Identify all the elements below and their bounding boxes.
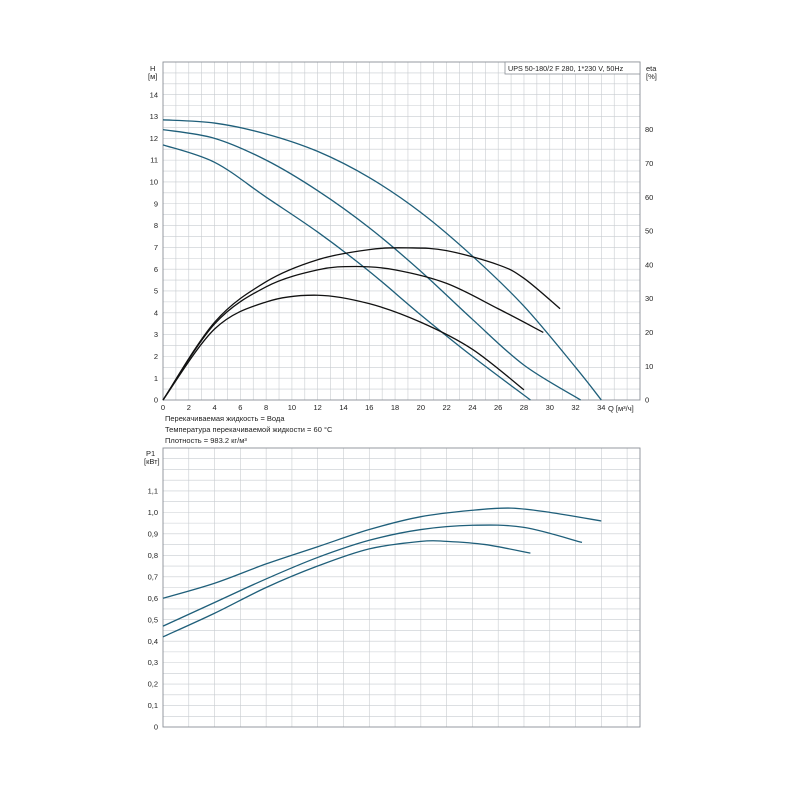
x-tick-label: 16 [365, 403, 373, 412]
head-tick-label: 4 [154, 308, 158, 317]
head-tick-label: 11 [150, 156, 158, 165]
head-tick-label: 8 [154, 221, 158, 230]
eta-tick-label: 40 [645, 260, 653, 269]
head-chart-frame [162, 61, 641, 401]
x-tick-label: 18 [391, 403, 399, 412]
head-tick-label: 13 [150, 112, 158, 121]
efficiency-curve-1 [162, 247, 561, 401]
model-label-box: UPS 50-180/2 F 280, 1*230 V, 50Hz [504, 61, 641, 75]
x-tick-label: 28 [520, 403, 528, 412]
x-tick-label: 24 [468, 403, 476, 412]
x-tick-label: 20 [417, 403, 425, 412]
head-efficiency-chart: 0 2 4 6 8 10 12 14 16 18 20 22 24 26 28 30 32 34012345678… [148, 61, 657, 413]
power-curve-2 [162, 524, 583, 627]
eta-axis-title-line-1: eta [646, 64, 657, 73]
head-curve-1 [162, 119, 602, 401]
eta-tick-label: 30 [645, 294, 653, 303]
head-chart-grid [163, 62, 640, 400]
power-tick-label: 0,3 [148, 658, 158, 667]
model-label: UPS 50-180/2 F 280, 1*230 V, 50Hz [508, 64, 624, 73]
power-tick-label: 0,2 [148, 680, 158, 689]
head-tick-label: 14 [150, 90, 158, 99]
power-chart-frame [162, 447, 641, 728]
power-axis-title-line-2: [кВт] [144, 457, 160, 466]
power-tick-label: 0,1 [148, 701, 158, 710]
head-tick-label: 2 [154, 352, 158, 361]
eta-tick-label: 60 [645, 193, 653, 202]
flow-axis-title: Q [м³/ч] [608, 404, 634, 413]
power-tick-label: 0,7 [148, 572, 158, 581]
power-axis-title-line-1: P1 [146, 449, 155, 458]
x-tick-label: 8 [264, 403, 268, 412]
power-tick-label: 0,9 [148, 529, 158, 538]
eta-tick-label: 10 [645, 362, 653, 371]
power-chart-ticks: 0 0,1 0,2 0,3 0,4 0,5 0,6 0,7 0,8 0,9 1,0 1,1 [148, 487, 158, 732]
x-tick-label: 0 [161, 403, 165, 412]
power-tick-label: 0,5 [148, 615, 158, 624]
x-tick-label: 6 [238, 403, 242, 412]
power-tick-label: 0,4 [148, 637, 158, 646]
eta-axis-title-line-2: [%] [646, 72, 657, 81]
head-axis-title-line-1: H [150, 64, 155, 73]
model-label-frame [504, 61, 641, 75]
eta-tick-label: 70 [645, 159, 653, 168]
liquid-info: Перекачиваемая жидкость = Вода [165, 414, 285, 423]
x-tick-label: 14 [339, 403, 347, 412]
efficiency-curve-3 [162, 294, 525, 401]
eta-tick-label: 20 [645, 328, 653, 337]
eta-tick-label: 80 [645, 125, 653, 134]
head-axis-title-line-2: [м] [148, 72, 157, 81]
x-tick-label: 4 [212, 403, 216, 412]
head-tick-label: 10 [150, 178, 158, 187]
power-tick-label: 1,1 [148, 487, 158, 496]
temperature-info: Температура перекачиваемой жидкости = 60… [165, 425, 333, 434]
x-tick-label: 22 [442, 403, 450, 412]
x-tick-label: 32 [571, 403, 579, 412]
power-chart-series [162, 507, 602, 638]
head-tick-label: 12 [150, 134, 158, 143]
power-tick-label: 0,6 [148, 594, 158, 603]
power-tick-label: 1,0 [148, 508, 158, 517]
head-tick-label: 7 [154, 243, 158, 252]
power-chart-grid [163, 448, 640, 727]
head-tick-label: 1 [154, 374, 158, 383]
x-tick-label: 26 [494, 403, 502, 412]
head-chart-ticks: 0 2 4 6 8 10 12 14 16 18 20 22 24 26 28 30 32 34012345678… [150, 90, 654, 412]
head-tick-label: 6 [154, 265, 158, 274]
power-chart: 0 0,1 0,2 0,3 0,4 0,5 0,6 0,7 0,8 0,9 1,0 1,1 P1 [к… [144, 447, 641, 732]
x-tick-label: 2 [187, 403, 191, 412]
head-tick-label: 0 [154, 396, 158, 405]
power-tick-label: 0 [154, 723, 158, 732]
eta-tick-label: 0 [645, 396, 649, 405]
power-tick-label: 0,8 [148, 551, 158, 560]
head-tick-label: 5 [154, 287, 158, 296]
eta-tick-label: 50 [645, 227, 653, 236]
power-curve-3 [162, 540, 531, 638]
x-tick-label: 30 [546, 403, 554, 412]
x-tick-label: 34 [597, 403, 605, 412]
head-curve-3 [162, 144, 531, 401]
efficiency-curve-2 [162, 265, 544, 401]
x-tick-label: 12 [314, 403, 322, 412]
x-tick-label: 10 [288, 403, 296, 412]
head-chart-series [162, 119, 602, 401]
density-info: Плотность = 983.2 кг/м³ [165, 436, 247, 445]
head-tick-label: 9 [154, 199, 158, 208]
head-tick-label: 3 [154, 330, 158, 339]
head-curve-2 [162, 128, 582, 401]
power-curve-1 [162, 507, 602, 599]
